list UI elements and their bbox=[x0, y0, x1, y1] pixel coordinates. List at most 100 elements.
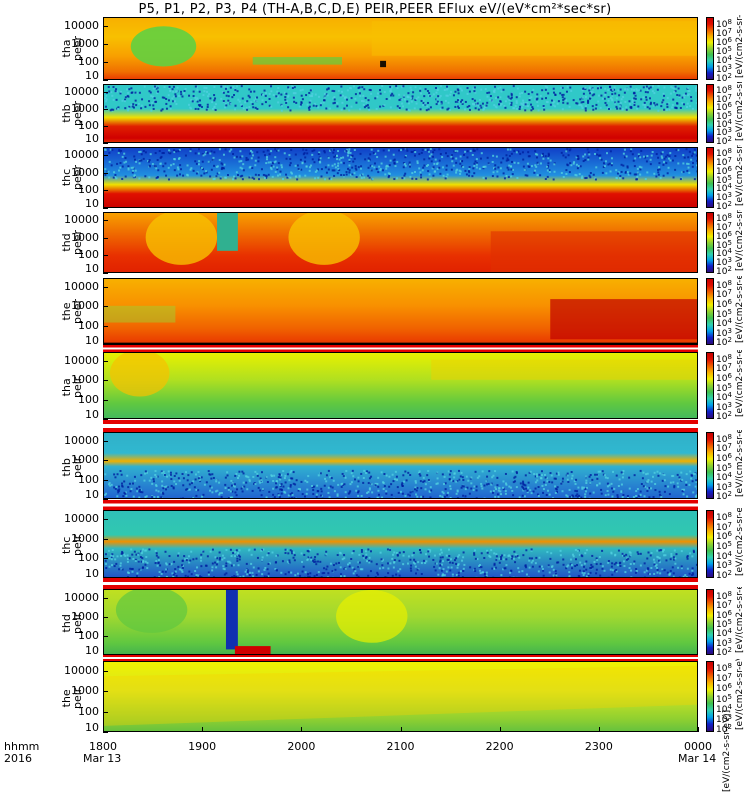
colorbar-label: [eV/(cm2-s-sr-eV)] bbox=[735, 508, 745, 576]
y-tick-label: 10 bbox=[85, 488, 99, 501]
spectrogram-thb-peer bbox=[103, 84, 698, 143]
y-tick-mark bbox=[103, 380, 108, 381]
y-tick-label: 10000 bbox=[64, 434, 99, 448]
colorbar-label: [eV/(cm2-s-sr-eV)] bbox=[735, 210, 745, 271]
colorbar-tick: 106 bbox=[716, 530, 732, 543]
colorbar bbox=[706, 84, 714, 143]
spectrogram-tha-peer bbox=[103, 17, 698, 80]
y-tick-label: 10 bbox=[85, 721, 99, 734]
colorbar-tick: 103 bbox=[716, 480, 732, 493]
colorbar-tick: 107 bbox=[716, 520, 732, 533]
colorbar-label: [eV/(cm2-s-sr-eV)] bbox=[735, 430, 745, 497]
colorbar-tick: 106 bbox=[716, 608, 732, 621]
spectrogram-tha-peir bbox=[103, 352, 698, 419]
colorbar-tick: 105 bbox=[716, 540, 732, 552]
x-tick-mark bbox=[500, 727, 501, 732]
x-tick-mark bbox=[599, 727, 600, 732]
colorbar-tick: 102 bbox=[716, 71, 732, 84]
colorbar-tick: 104 bbox=[716, 317, 732, 330]
colorbar-tick: 104 bbox=[716, 247, 732, 260]
y-tick-label: 1000 bbox=[71, 684, 99, 698]
y-tick-mark bbox=[103, 92, 108, 93]
colorbar-tick: 107 bbox=[716, 288, 732, 301]
y-tick-mark bbox=[103, 306, 108, 307]
spectrogram-the-peer bbox=[103, 278, 698, 345]
colorbar bbox=[706, 589, 714, 655]
colorbar-tick: 105 bbox=[716, 173, 732, 186]
y-tick-mark bbox=[103, 273, 108, 274]
colorbar-tick: 105 bbox=[716, 618, 732, 630]
spectrogram-thd-peer bbox=[103, 212, 698, 273]
colorbar-tick: 108 bbox=[716, 278, 732, 291]
colorbar-tick: 106 bbox=[716, 682, 732, 695]
y-tick-mark bbox=[103, 732, 108, 733]
x-tick-mark bbox=[202, 727, 203, 732]
colorbar-label: [eV/(cm2-s-sr-eV)] bbox=[735, 15, 745, 78]
colorbar-tick: 108 bbox=[716, 84, 732, 97]
y-tick-label: 1000 bbox=[71, 299, 99, 313]
colorbar-tick: 102 bbox=[716, 410, 732, 423]
chart-title: P5, P1, P2, P3, P4 (TH-A,B,C,D,E) PEIR,P… bbox=[138, 2, 612, 17]
colorbar-label: [eV/(cm2-s-sr-eV)] bbox=[735, 587, 745, 653]
colorbar-label: [eV/(cm2-s-sr-eV)] bbox=[735, 82, 745, 141]
spectrogram-thc-peer bbox=[103, 147, 698, 208]
colorbar-tick: 108 bbox=[716, 147, 732, 160]
y-tick-mark bbox=[103, 480, 108, 481]
x-axis-label: 2016 bbox=[4, 752, 32, 765]
colorbar-tick: 104 bbox=[716, 627, 732, 640]
colorbar-tick: 103 bbox=[716, 62, 732, 75]
colorbar-tick: 104 bbox=[716, 117, 732, 130]
y-tick-label: 100 bbox=[78, 119, 99, 133]
y-tick-label: 10000 bbox=[64, 663, 99, 677]
colorbar-units-label: [eV/(cm2-s-sr-eV)] bbox=[722, 709, 732, 792]
colorbar bbox=[706, 352, 714, 419]
colorbar-tick: 103 bbox=[716, 559, 732, 572]
colorbar-tick: 106 bbox=[716, 35, 732, 48]
colorbar bbox=[706, 278, 714, 345]
y-tick-label: 1000 bbox=[71, 102, 99, 116]
y-tick-label: 10000 bbox=[64, 591, 99, 605]
colorbar-tick: 107 bbox=[716, 672, 732, 685]
y-tick-label: 10 bbox=[85, 132, 99, 145]
colorbar-tick: 108 bbox=[716, 352, 732, 365]
colorbar-tick: 102 bbox=[716, 134, 732, 147]
y-tick-mark bbox=[103, 617, 108, 618]
colorbar bbox=[706, 212, 714, 273]
colorbar-tick: 102 bbox=[716, 264, 732, 277]
colorbar-tick: 108 bbox=[716, 212, 732, 225]
coverage-stripe bbox=[103, 500, 698, 510]
x-end-date: Mar 14 bbox=[678, 752, 717, 765]
colorbar-tick: 104 bbox=[716, 549, 732, 562]
y-tick-mark bbox=[103, 400, 108, 401]
y-tick-label: 10000 bbox=[64, 213, 99, 227]
y-tick-mark bbox=[103, 80, 108, 81]
y-tick-mark bbox=[103, 143, 108, 144]
y-tick-mark bbox=[103, 460, 108, 461]
colorbar-tick: 103 bbox=[716, 400, 732, 413]
y-tick-label: 10 bbox=[85, 408, 99, 421]
colorbar-tick: 106 bbox=[716, 101, 732, 114]
y-tick-mark bbox=[103, 62, 108, 63]
y-tick-mark bbox=[103, 238, 108, 239]
colorbar-tick: 105 bbox=[716, 238, 732, 251]
y-tick-mark bbox=[103, 519, 108, 520]
spectrogram-thb-peir bbox=[103, 432, 698, 499]
y-tick-mark bbox=[103, 255, 108, 256]
spectrogram-the-peir bbox=[103, 661, 698, 732]
colorbar-tick: 105 bbox=[716, 692, 732, 705]
y-tick-label: 10 bbox=[85, 69, 99, 82]
colorbar bbox=[706, 661, 714, 732]
y-tick-label: 10000 bbox=[64, 354, 99, 368]
x-tick-label: 2000 bbox=[287, 740, 316, 753]
y-tick-label: 100 bbox=[78, 551, 99, 565]
y-tick-mark bbox=[103, 126, 108, 127]
colorbar-tick: 106 bbox=[716, 297, 732, 310]
y-tick-label: 10000 bbox=[64, 18, 99, 32]
colorbar-tick: 104 bbox=[716, 702, 732, 715]
colorbar-tick: 106 bbox=[716, 451, 732, 464]
colorbar-tick: 108 bbox=[716, 432, 732, 445]
coverage-stripe bbox=[103, 655, 698, 661]
colorbar-tick: 102 bbox=[716, 646, 732, 659]
spectrogram-thc-peir bbox=[103, 510, 698, 578]
x-tick-label: 0000 bbox=[684, 740, 712, 753]
